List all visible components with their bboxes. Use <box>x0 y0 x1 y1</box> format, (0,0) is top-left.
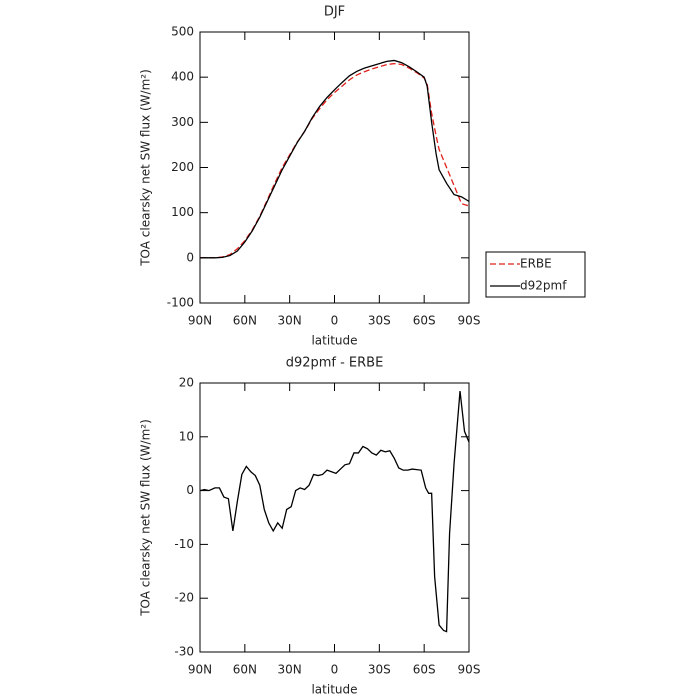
x-tick-label: 30N <box>278 663 302 677</box>
x-tick-label: 0 <box>331 314 339 328</box>
x-tick-label: 90S <box>458 663 481 677</box>
series-line <box>200 62 470 259</box>
x-tick-label: 30S <box>368 663 391 677</box>
legend-label: d92pmf <box>520 279 567 293</box>
chart-title: d92pmf - ERBE <box>286 356 384 371</box>
x-tick-label: 0 <box>331 663 339 677</box>
y-tick-label: 20 <box>179 376 194 390</box>
y-axis-label: TOA clearsky net SW flux (W/m²) <box>139 69 153 267</box>
x-tick-label: 60S <box>413 663 436 677</box>
chart-title: DJF <box>324 5 345 20</box>
y-tick-label: 200 <box>171 160 194 174</box>
x-axis-label: latitude <box>311 683 357 697</box>
series-line <box>199 390 470 633</box>
y-tick-label: 100 <box>171 205 194 219</box>
plot-frame <box>199 382 470 653</box>
plot-frame <box>199 31 470 304</box>
y-tick-label: 300 <box>171 115 194 129</box>
x-tick-label: 60S <box>413 314 436 328</box>
y-axis-label: TOA clearsky net SW flux (W/m²) <box>139 419 153 617</box>
y-tick-label: 0 <box>186 483 194 497</box>
y-tick-label: 0 <box>186 250 194 264</box>
series-line <box>200 59 470 259</box>
legend-label: ERBE <box>520 257 552 271</box>
legend-box <box>485 251 586 298</box>
y-tick-label: -20 <box>174 591 194 605</box>
x-tick-label: 30N <box>278 314 302 328</box>
x-tick-label: 90S <box>458 314 481 328</box>
y-tick-label: 10 <box>179 429 194 443</box>
y-tick-label: -10 <box>174 537 194 551</box>
x-tick-label: 90N <box>188 663 212 677</box>
x-tick-label: 90N <box>188 314 212 328</box>
y-tick-label: 400 <box>171 70 194 84</box>
x-axis-label: latitude <box>311 334 357 348</box>
y-tick-label: -30 <box>174 645 194 659</box>
y-tick-label: 500 <box>171 25 194 39</box>
y-tick-label: -100 <box>167 296 194 310</box>
x-tick-label: 60N <box>233 314 257 328</box>
x-tick-label: 30S <box>368 314 391 328</box>
x-tick-label: 60N <box>233 663 257 677</box>
